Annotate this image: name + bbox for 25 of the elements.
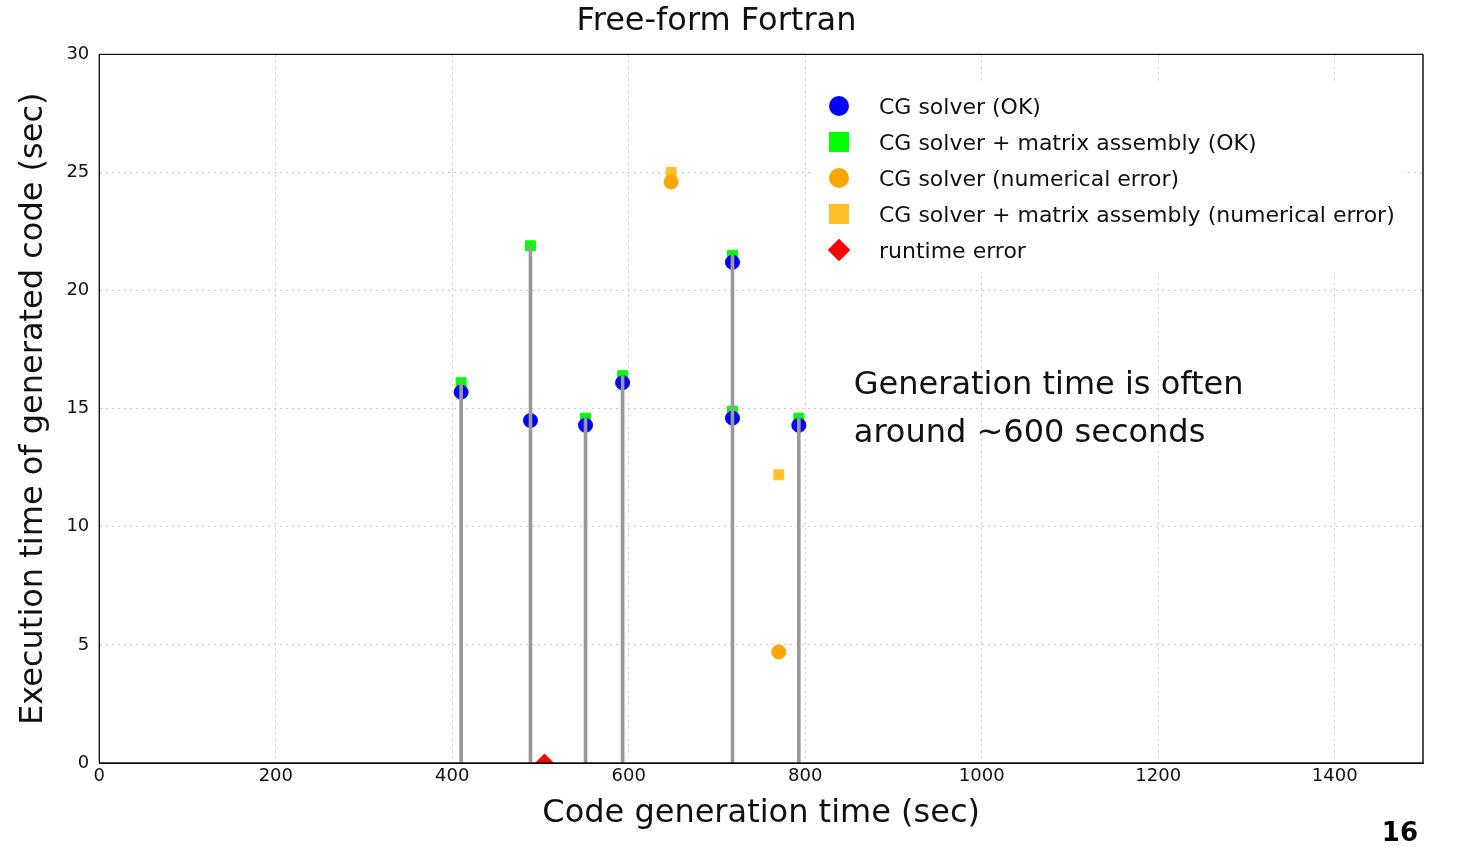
legend-label: CG solver + matrix assembly (numerical error): [879, 201, 1395, 227]
x-tick-label: 400: [435, 764, 470, 786]
y-tick-label: 25: [66, 160, 90, 182]
y-tick-label: 20: [66, 278, 90, 300]
legend-label: CG solver + matrix assembly (OK): [879, 129, 1257, 155]
x-tick-label: 600: [611, 764, 646, 786]
x-tick-label: 1000: [958, 764, 1005, 786]
x-tick-label: 200: [258, 764, 293, 786]
legend-label: CG solver (OK): [879, 93, 1041, 119]
annotation: Generation time is often around ~600 seconds: [853, 363, 1245, 453]
x-tick-label: 1400: [1311, 764, 1358, 786]
y-axis-title: Execution time of generated code (sec): [11, 92, 50, 725]
x-tick-label: 1200: [1135, 764, 1182, 786]
x-tick-label: 0: [93, 764, 106, 786]
y-tick-label: 15: [66, 396, 90, 418]
y-tick-label: 0: [77, 750, 90, 772]
x-axis-title: Code generation time (sec): [542, 792, 980, 831]
y-tick-label: 5: [77, 632, 90, 654]
legend-label: CG solver (numerical error): [879, 165, 1180, 191]
x-tick-label: 800: [788, 764, 823, 786]
text: 16: [1381, 817, 1418, 847]
y-tick-label: 10: [66, 514, 90, 536]
legend-label: runtime error: [879, 237, 1026, 263]
chart-title: Free-form Fortran: [576, 0, 857, 38]
y-tick-label: 30: [66, 42, 90, 64]
